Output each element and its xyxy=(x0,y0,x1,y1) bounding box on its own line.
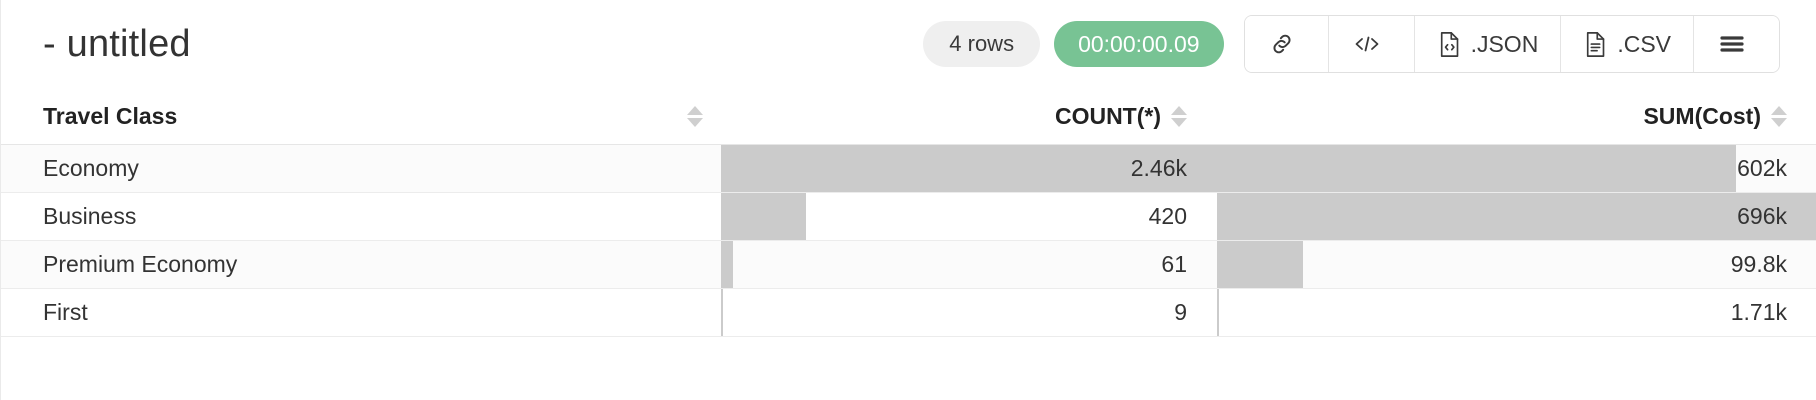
sort-icon[interactable] xyxy=(687,105,703,127)
cell-value: 9 xyxy=(1174,299,1187,325)
export-json-button[interactable]: .JSON xyxy=(1414,16,1562,72)
column-header-count[interactable]: COUNT(*) xyxy=(721,88,1217,145)
column-header-sum-cost[interactable]: SUM(Cost) xyxy=(1217,88,1816,145)
cell-value: 696k xyxy=(1737,203,1787,229)
cell-sum-cost: 99.8k xyxy=(1217,240,1816,289)
value-bar xyxy=(1217,145,1736,192)
column-header-travel-class-label: Travel Class xyxy=(43,102,178,129)
table-row[interactable]: Premium Economy 61 99.8k xyxy=(1,240,1816,289)
value-bar xyxy=(721,193,806,240)
column-header-count-label: COUNT(*) xyxy=(1054,102,1161,129)
cell-sum-cost: 602k xyxy=(1217,144,1816,193)
value-bar xyxy=(1217,289,1219,336)
cell-count: 2.46k xyxy=(721,144,1217,193)
sort-icon[interactable] xyxy=(1771,105,1787,127)
panel-header: - untitled 4 rows 00:00:00.09 xyxy=(1,0,1816,88)
export-csv-label: .CSV xyxy=(1617,30,1671,57)
value-bar xyxy=(1217,241,1303,288)
cell-value: 99.8k xyxy=(1730,251,1787,277)
cell-travel-class: Premium Economy xyxy=(1,240,721,289)
cell-count: 61 xyxy=(721,240,1217,289)
export-button-group: .JSON .CSV xyxy=(1243,15,1780,73)
file-text-icon xyxy=(1583,31,1608,58)
copy-link-button[interactable] xyxy=(1244,16,1329,72)
table-row[interactable]: First 9 1.71k xyxy=(1,288,1816,337)
column-header-sum-cost-label: SUM(Cost) xyxy=(1643,102,1761,129)
cell-count: 9 xyxy=(721,288,1217,337)
execution-timer-badge: 00:00:00.09 xyxy=(1054,21,1224,67)
code-icon xyxy=(1353,31,1381,57)
cell-travel-class: First xyxy=(1,288,721,337)
cell-value: 2.46k xyxy=(1130,155,1187,181)
value-bar xyxy=(1217,193,1816,240)
hamburger-icon xyxy=(1718,33,1746,55)
cell-travel-class: Business xyxy=(1,192,721,241)
cell-travel-class: Economy xyxy=(1,144,721,193)
export-csv-button[interactable]: .CSV xyxy=(1561,16,1694,72)
cell-value: Business xyxy=(43,203,137,229)
link-icon xyxy=(1269,31,1295,57)
column-header-travel-class[interactable]: Travel Class xyxy=(1,88,721,145)
table-row[interactable]: Business 420 696k xyxy=(1,192,1816,241)
file-code-icon xyxy=(1437,31,1462,58)
value-bar xyxy=(721,241,734,288)
cell-sum-cost: 696k xyxy=(1217,192,1816,241)
export-json-label: .JSON xyxy=(1470,30,1539,57)
cell-value: 61 xyxy=(1161,251,1187,277)
cell-value: Economy xyxy=(43,155,139,181)
cell-sum-cost: 1.71k xyxy=(1217,288,1816,337)
cell-value: Premium Economy xyxy=(43,251,238,277)
results-table: Travel Class COUNT(*) SUM(Cost) xyxy=(1,88,1816,337)
row-count-badge: 4 rows xyxy=(923,21,1041,67)
cell-value: 1.71k xyxy=(1730,299,1787,325)
header-actions: 4 rows 00:00:00.09 xyxy=(923,15,1780,73)
cell-value: 420 xyxy=(1148,203,1187,229)
sort-icon[interactable] xyxy=(1171,105,1187,127)
table-row[interactable]: Economy 2.46k 602k xyxy=(1,144,1816,193)
value-bar xyxy=(721,145,1217,192)
value-bar xyxy=(721,289,723,336)
overflow-menu-button[interactable] xyxy=(1694,16,1779,72)
cell-value: 602k xyxy=(1737,155,1787,181)
cell-count: 420 xyxy=(721,192,1217,241)
cell-value: First xyxy=(43,299,88,325)
table-body: Economy 2.46k 602k Business 420 696k Premium E… xyxy=(1,144,1816,337)
table-header-row: Travel Class COUNT(*) SUM(Cost) xyxy=(1,88,1816,145)
page-title: - untitled xyxy=(43,22,191,65)
view-code-button[interactable] xyxy=(1328,16,1415,72)
